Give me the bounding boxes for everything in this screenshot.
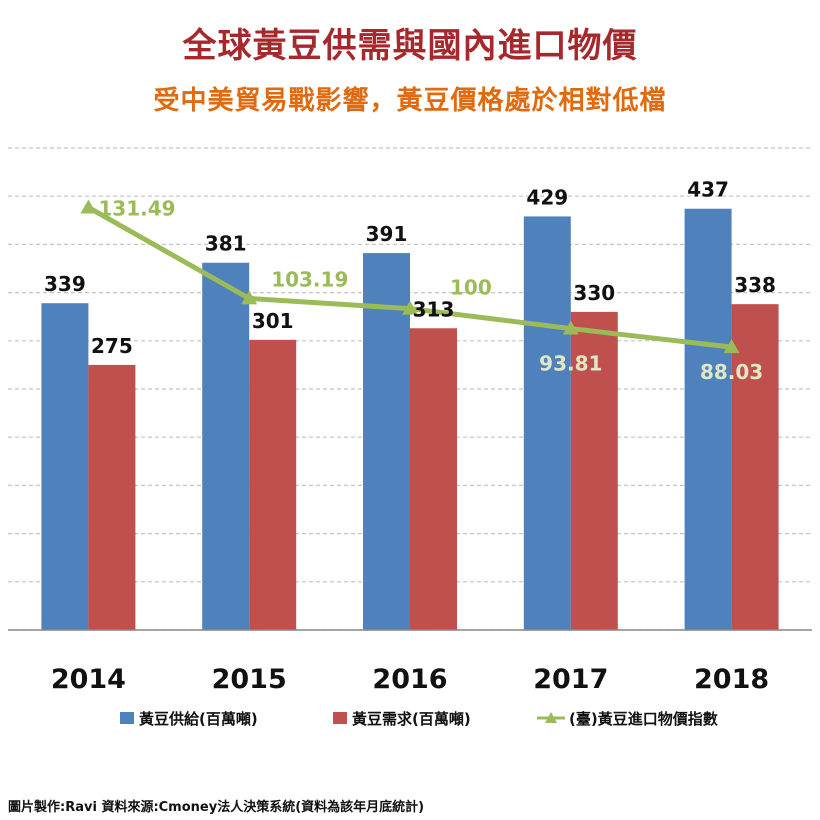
demand-bar-2018 [731, 304, 779, 630]
supply-bar-2018 [684, 208, 732, 630]
supply-label-2016: 391 [366, 222, 408, 246]
x-tick-label-2016: 2016 [372, 664, 447, 695]
demand-label-2018: 338 [734, 273, 776, 297]
x-tick-label-2017: 2017 [533, 664, 608, 695]
import-price-label-2016: 100 [450, 276, 492, 300]
import-price-label-2017: 93.81 [539, 352, 602, 376]
import-price-marker-2017 [562, 320, 579, 335]
chart-canvas: 339 275 381 301 391 313 429 330 437 338 131.49 103.… [8, 147, 812, 728]
import-price-label-2018: 88.03 [700, 360, 763, 384]
import-price-marker-2015 [241, 290, 258, 305]
x-tick-label-2018: 2018 [694, 664, 769, 695]
supply-label-2018: 437 [687, 178, 729, 202]
import-price-label-2015: 103.19 [271, 267, 348, 291]
legend-label-1: 黃豆需求(百萬噸) [352, 710, 471, 728]
supply-label-2017: 429 [526, 185, 568, 209]
chart-subtitle: 受中美貿易戰影響，黃豆價格處於相對低檔 [153, 86, 667, 116]
supply-bar-2015 [202, 262, 250, 630]
import-price-marker-2018 [723, 339, 740, 354]
supply-label-2014: 339 [44, 272, 86, 296]
demand-bar-2017 [570, 311, 618, 630]
legend-marker-2 [545, 712, 557, 723]
demand-label-2015: 301 [252, 309, 294, 333]
chart-title: 全球黃豆供需與國內進口物價 [182, 26, 638, 66]
supply-bar-2017 [523, 216, 571, 630]
demand-label-2014: 275 [91, 334, 133, 358]
demand-label-2016: 313 [413, 297, 455, 321]
legend-swatch-1 [333, 712, 347, 724]
x-tick-label-2014: 2014 [51, 664, 126, 695]
import-price-marker-2014 [80, 199, 97, 214]
source-footer: 圖片製作:Ravi 資料來源:Cmoney法人決策系統(資料為該年月底統計) [8, 800, 425, 815]
legend-label-0: 黃豆供給(百萬噸) [139, 710, 258, 728]
demand-bar-2015 [249, 339, 297, 630]
supply-bar-2014 [41, 303, 89, 630]
import-price-marker-2016 [402, 300, 418, 315]
demand-label-2017: 330 [573, 281, 615, 305]
import-price-label-2014: 131.49 [98, 196, 175, 220]
legend-label-2: (臺)黃豆進口物價指數 [569, 710, 718, 728]
demand-bar-2016 [410, 328, 457, 630]
supply-label-2015: 381 [205, 232, 247, 256]
legend-swatch-0 [120, 712, 134, 724]
supply-bar-2016 [363, 253, 410, 631]
demand-bar-2014 [88, 364, 136, 630]
x-tick-label-2015: 2015 [212, 664, 287, 695]
